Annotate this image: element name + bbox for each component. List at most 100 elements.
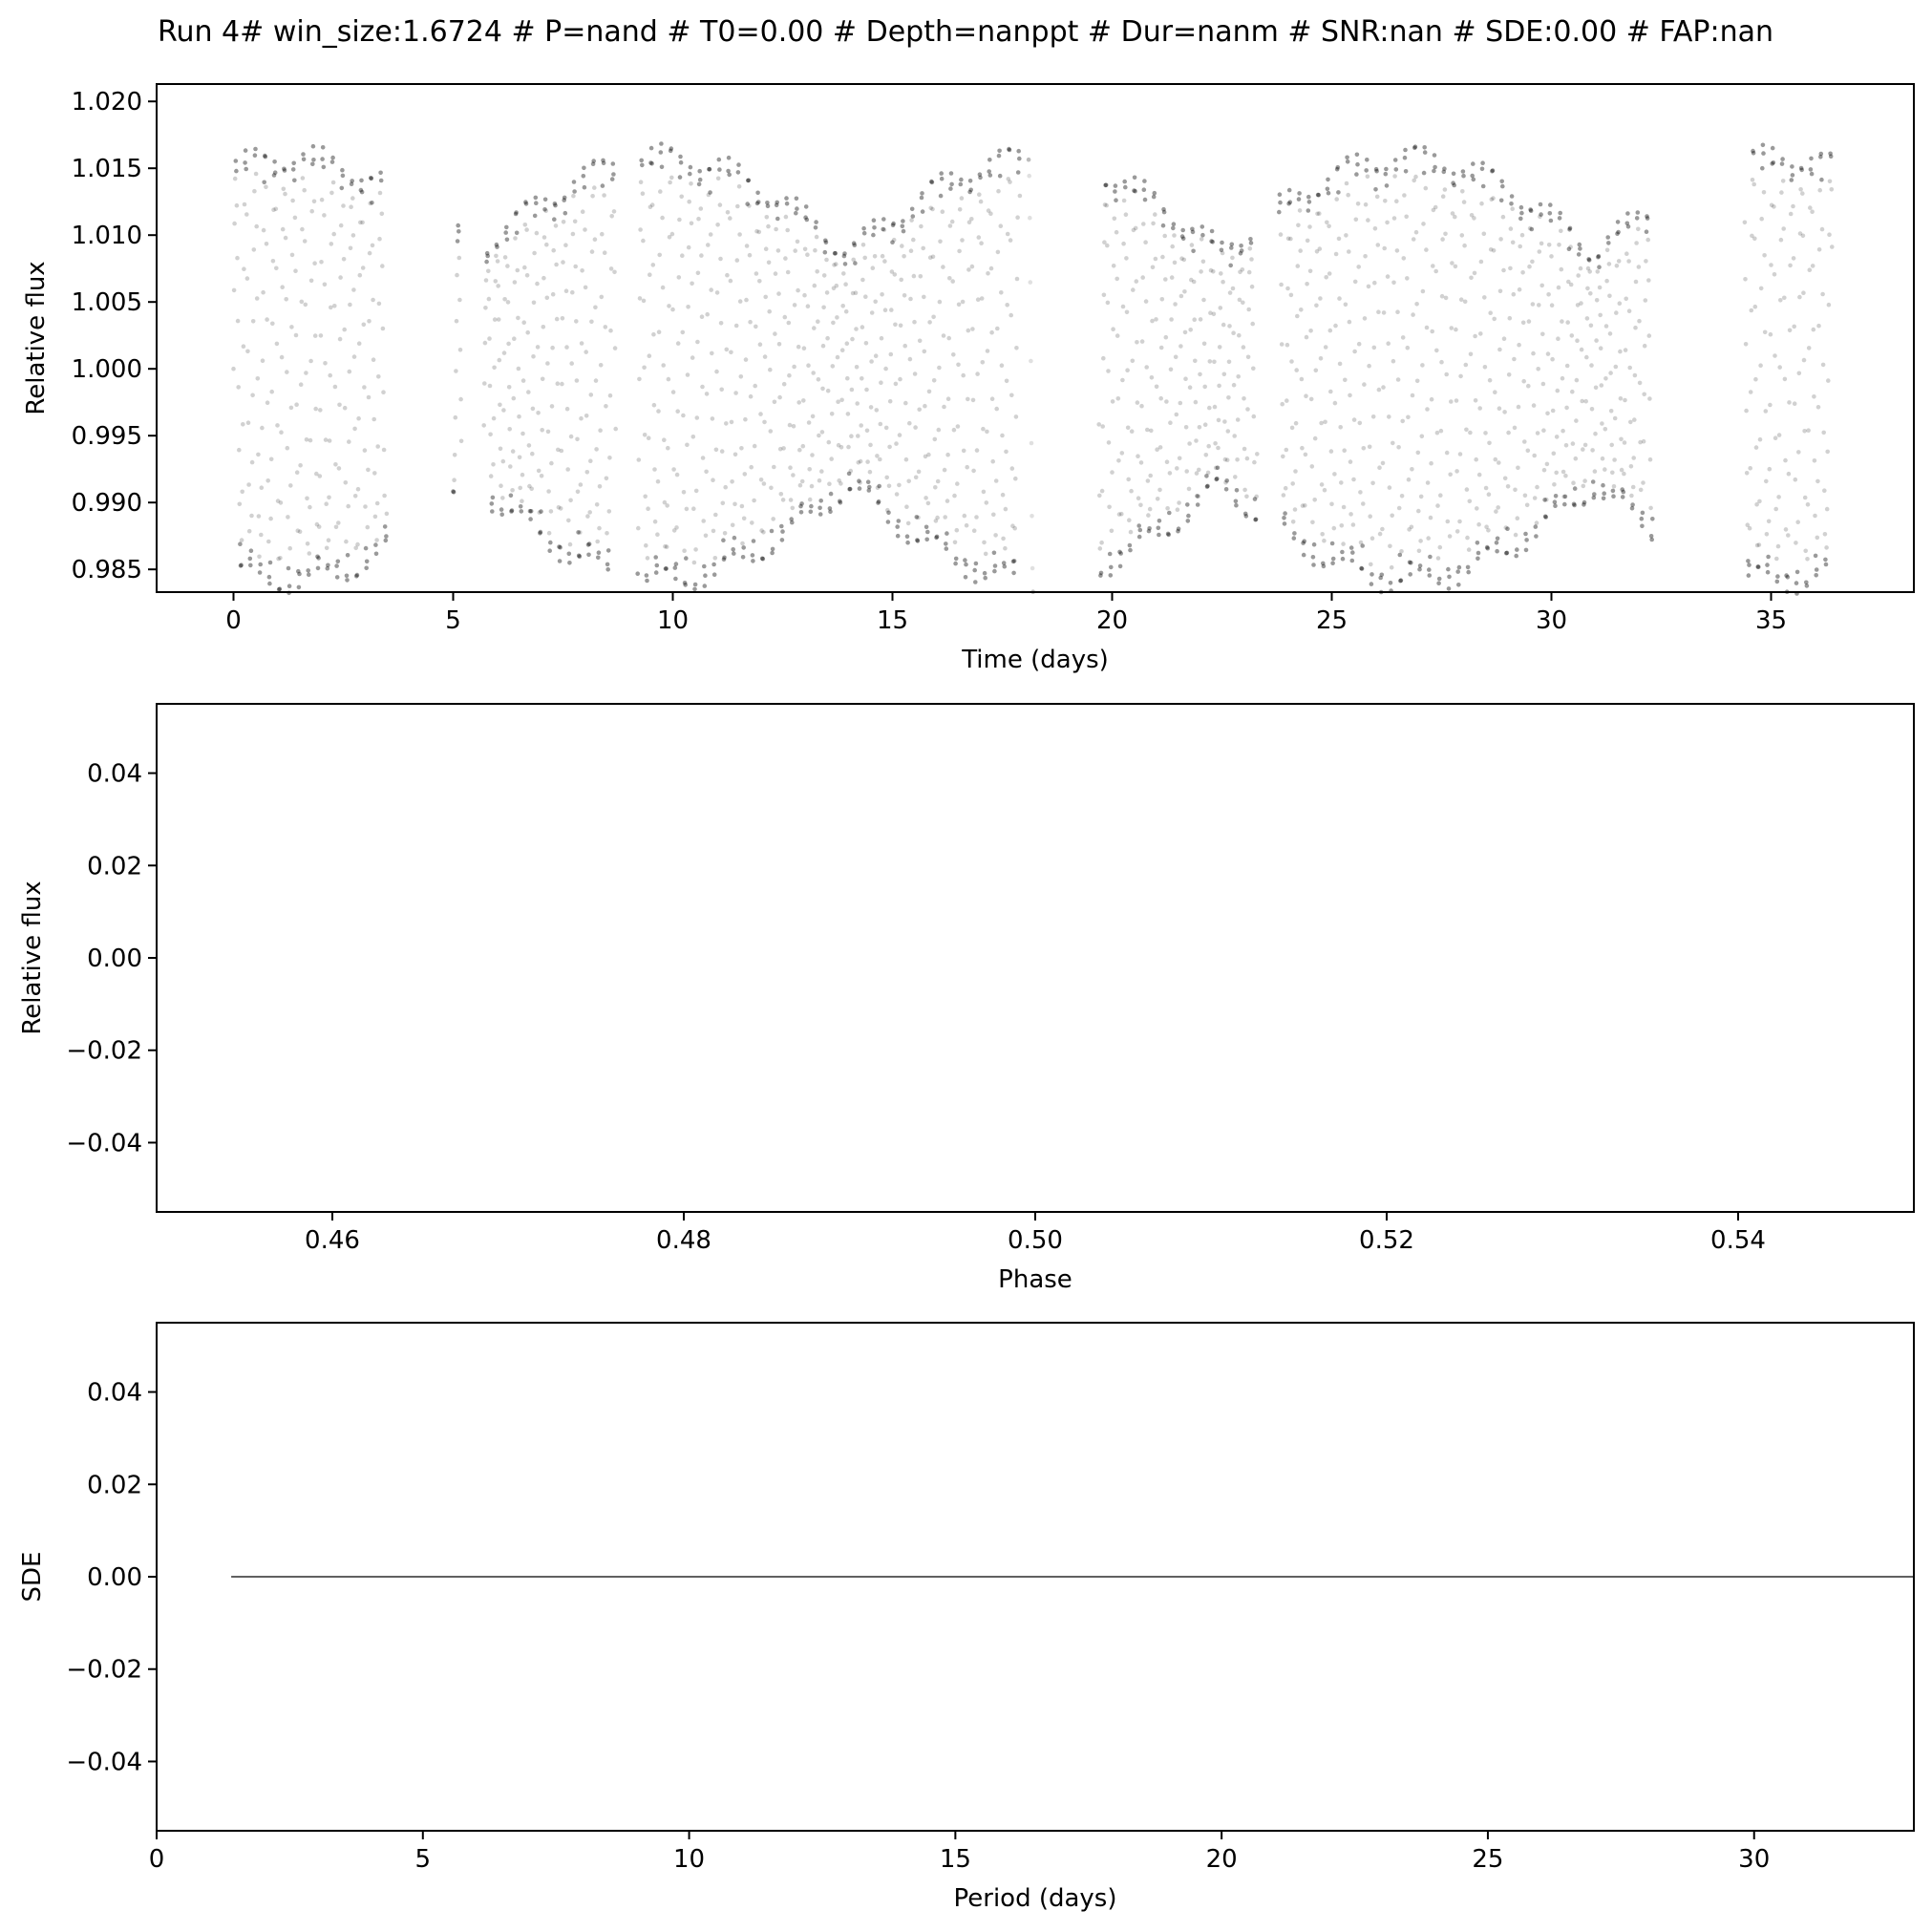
data-point	[1167, 471, 1173, 476]
data-point	[1584, 354, 1589, 360]
data-point	[702, 563, 707, 569]
data-point	[1345, 155, 1349, 160]
data-point	[1523, 531, 1528, 537]
data-point	[762, 354, 768, 359]
data-point	[508, 493, 514, 499]
data-point	[1185, 519, 1191, 523]
data-point	[1532, 496, 1538, 500]
data-point	[1407, 527, 1412, 532]
data-point	[1772, 272, 1777, 277]
data-point	[706, 192, 711, 198]
data-point	[329, 190, 334, 196]
data-point	[320, 145, 326, 150]
data-point	[274, 341, 280, 347]
data-point	[592, 185, 597, 190]
data-point	[723, 484, 728, 490]
data-point	[817, 512, 823, 517]
data-point	[1552, 499, 1558, 504]
data-point	[1578, 265, 1583, 271]
data-point	[663, 566, 669, 571]
data-point	[846, 444, 851, 450]
data-point	[905, 520, 911, 526]
data-point	[361, 322, 367, 328]
data-point	[1605, 235, 1610, 240]
y-tick-label: 0.985	[72, 556, 142, 584]
data-point	[1252, 459, 1257, 465]
data-point	[1230, 286, 1236, 291]
data-point	[1773, 506, 1778, 512]
data-point	[347, 439, 351, 444]
data-point	[1465, 564, 1471, 570]
data-point	[1348, 512, 1353, 517]
data-point	[567, 561, 572, 565]
data-point	[1305, 282, 1309, 287]
data-point	[1157, 532, 1161, 538]
data-point	[1154, 317, 1158, 322]
data-point	[1628, 464, 1634, 469]
data-point	[1121, 198, 1127, 203]
data-point	[1341, 541, 1346, 546]
data-point	[568, 434, 574, 439]
data-point	[535, 281, 540, 287]
data-point	[975, 372, 980, 376]
data-point	[1306, 200, 1312, 204]
data-point	[828, 491, 834, 497]
data-point	[884, 475, 889, 480]
data-point	[260, 358, 265, 364]
data-point	[711, 572, 717, 577]
data-point	[889, 269, 895, 274]
data-point	[232, 176, 238, 181]
data-point	[713, 512, 718, 518]
data-point	[732, 452, 738, 457]
data-point	[1186, 513, 1191, 519]
data-point	[1315, 192, 1321, 198]
data-point	[705, 311, 710, 317]
data-point	[1321, 563, 1327, 569]
data-point	[610, 161, 616, 166]
data-point	[1578, 246, 1582, 251]
data-point	[1138, 502, 1143, 508]
data-point	[1604, 278, 1609, 284]
data-point	[593, 378, 599, 383]
data-point	[1115, 333, 1120, 338]
data-point	[607, 393, 613, 398]
data-point	[826, 439, 832, 445]
data-point	[1486, 528, 1491, 533]
data-point	[863, 341, 869, 346]
data-point	[481, 423, 487, 428]
data-point	[544, 295, 550, 301]
data-point	[1540, 331, 1545, 337]
data-point	[1321, 561, 1326, 566]
data-point	[754, 228, 759, 234]
data-point	[1234, 488, 1240, 493]
data-point	[1343, 377, 1348, 383]
data-point	[742, 472, 748, 477]
data-point	[1561, 494, 1566, 499]
data-point	[928, 205, 933, 211]
data-point	[1627, 365, 1632, 371]
data-point	[1373, 166, 1379, 172]
data-point	[1797, 231, 1803, 236]
data-point	[564, 406, 570, 412]
data-point	[265, 478, 271, 483]
data-point	[328, 372, 333, 378]
data-point	[715, 223, 720, 227]
data-point	[1360, 543, 1365, 548]
data-point	[1634, 216, 1640, 221]
data-point	[890, 223, 896, 228]
data-point	[893, 381, 899, 387]
data-point	[796, 400, 801, 405]
data-point	[1762, 329, 1768, 335]
data-point	[1248, 241, 1254, 245]
data-point	[689, 181, 693, 186]
data-point	[1138, 460, 1144, 465]
data-point	[942, 467, 947, 473]
data-point	[513, 211, 519, 217]
phase-xlabel: Phase	[998, 1265, 1072, 1294]
data-point	[1811, 327, 1816, 332]
data-point	[998, 223, 1004, 228]
data-point	[520, 431, 525, 436]
data-point	[644, 573, 649, 578]
data-point	[1194, 438, 1199, 443]
